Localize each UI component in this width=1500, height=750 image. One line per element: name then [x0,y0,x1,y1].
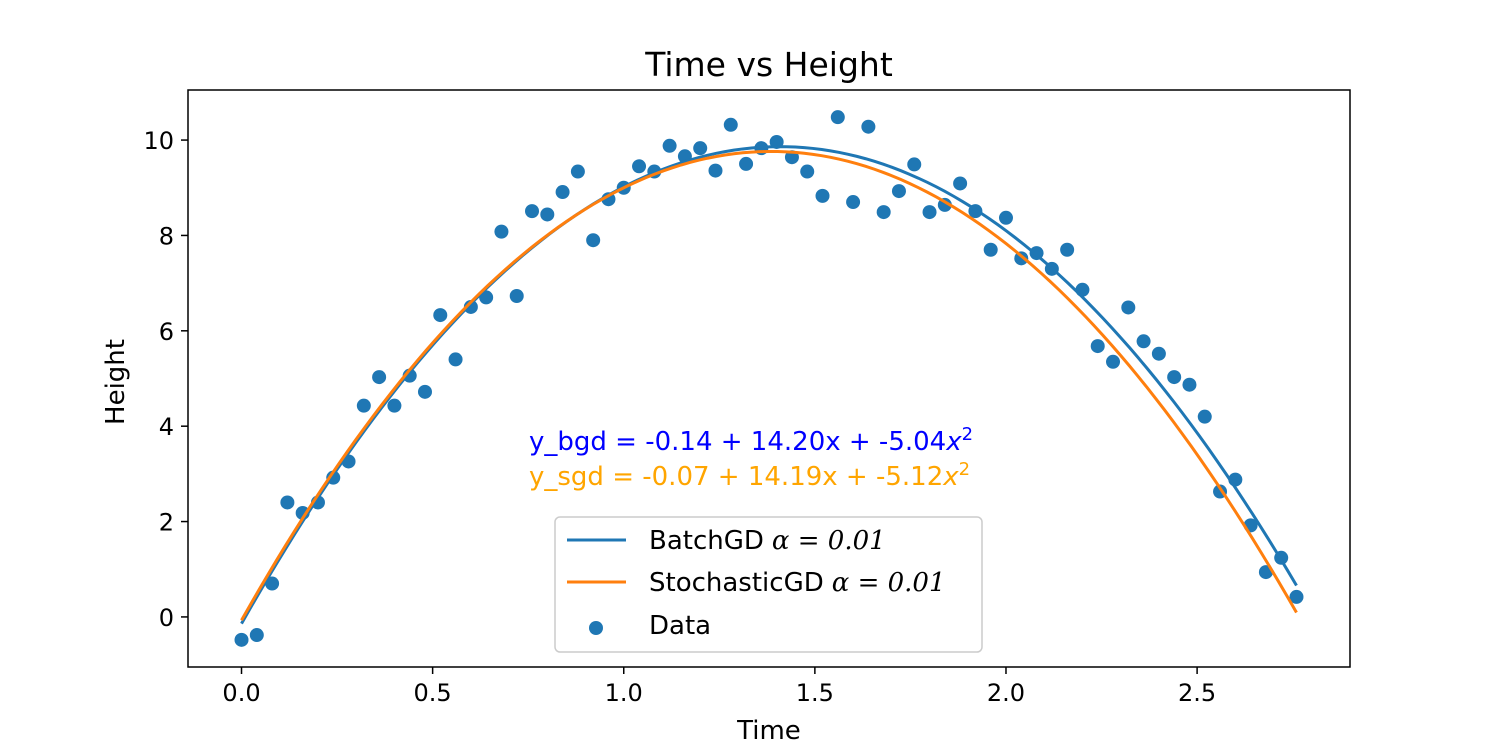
y-tick-label: 4 [159,413,174,441]
data-point [1106,354,1121,369]
data-point [525,204,540,219]
legend-label-data: Data [649,611,711,641]
y-tick-label: 10 [143,127,174,155]
data-point [815,188,830,203]
y-tick-label: 6 [159,318,174,346]
data-point [1167,370,1182,385]
data-point [555,185,570,200]
y-axis: 0 2 4 6 8 10 [143,127,188,632]
data-point [1289,589,1304,604]
data-point [632,159,647,174]
equation-annotations: y_bgd = -0.14 + 14.20x + -5.04x2 y_sgd =… [529,424,973,492]
data-point [1182,377,1197,392]
data-point [1197,409,1212,424]
data-point [846,195,861,210]
y-tick-label: 2 [159,509,174,537]
plot-area [234,110,1304,647]
data-point [1075,282,1090,297]
data-point [907,157,922,172]
y-axis-label: Height [101,339,131,425]
y-tick-label: 8 [159,222,174,250]
legend: BatchGD α = 0.01 StochasticGD α = 0.01 Dat… [554,516,983,653]
data-point [739,156,754,171]
annotation-bgd-sup: 2 [962,424,973,445]
x-tick-label: 0.0 [222,679,260,707]
x-tick-label: 2.0 [987,679,1025,707]
data-point [983,242,998,257]
data-point [662,138,677,153]
legend-label-stochasticgd: StochasticGD α = 0.01 [649,568,946,598]
legend-frame [554,516,983,653]
data-point [891,184,906,199]
data-point [265,576,280,591]
annotation-sgd-sup: 2 [959,459,970,480]
data-point [723,117,738,132]
annotation-sgd-var: x [942,462,959,492]
series-line-stochasticgd [240,149,1298,622]
data-point [1121,300,1136,315]
annotation-bgd-prefix: y_bgd = -0.14 + 14.20x + -5.04 [529,427,946,457]
annotation-bgd-var: x [945,427,962,457]
x-axis-label: Time [736,716,801,746]
annotation-sgd-prefix: y_sgd = -0.07 + 14.19x + -5.12 [529,462,943,492]
data-point [1136,334,1151,349]
data-point [448,352,463,367]
x-axis: 0.0 0.5 1.0 1.5 2.0 2.5 [222,667,1216,707]
data-point [998,210,1013,225]
data-point [356,398,371,413]
data-point [463,299,478,314]
legend-label-batchgd: BatchGD α = 0.01 [649,526,886,556]
y-tick-label: 0 [159,604,174,632]
legend-swatch-data [589,621,603,635]
annotation-bgd: y_bgd = -0.14 + 14.20x + -5.04x2 [529,424,973,457]
data-point [494,224,509,239]
x-tick-label: 0.5 [414,679,452,707]
plot-frame [187,89,1351,668]
data-point [433,308,448,323]
chart-title: Time vs Height [644,45,893,84]
data-point [387,398,402,413]
data-point [372,370,387,385]
data-point [861,119,876,134]
data-point [234,632,249,647]
data-point [570,164,585,179]
data-point [830,110,845,125]
x-tick-label: 1.5 [796,679,834,707]
annotation-sgd: y_sgd = -0.07 + 14.19x + -5.12x2 [529,459,970,492]
data-point [953,176,968,191]
data-point [800,164,815,179]
x-tick-label: 1.0 [605,679,643,707]
data-point [1060,242,1075,257]
data-point [509,289,524,304]
data-point [1090,339,1105,354]
data-point [922,205,937,220]
data-point [540,207,555,222]
data-point [708,163,723,178]
x-tick-label: 2.5 [1178,679,1216,707]
data-point [693,141,708,156]
data-point [249,628,264,643]
data-point [586,233,601,248]
data-point [280,495,295,510]
data-point [417,384,432,399]
data-point [876,205,891,220]
data-point [1151,346,1166,361]
